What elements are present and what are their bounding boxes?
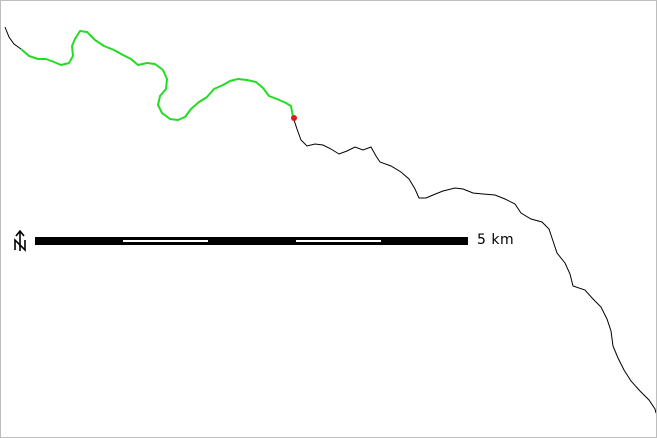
scale-bar-segment-light-2: [296, 240, 381, 242]
scale-bar-segment-light-1: [123, 240, 208, 242]
route-traveled-line: [20, 30, 294, 121]
position-dot-icon[interactable]: [291, 115, 297, 121]
scale-bar: [35, 237, 468, 245]
scale-bar-label: 5 km: [477, 232, 515, 248]
route-track-line: [4, 26, 656, 414]
north-arrow-icon: [14, 230, 26, 252]
